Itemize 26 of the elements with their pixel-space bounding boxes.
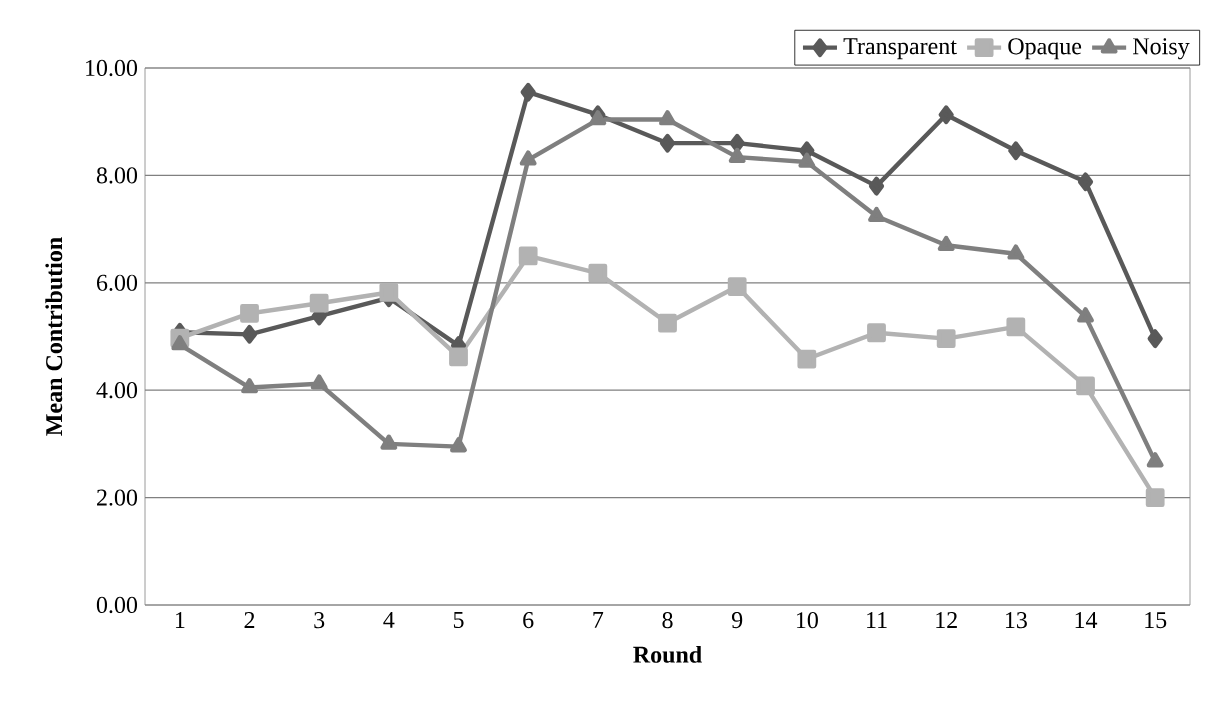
x-tick-label: 10 <box>796 612 818 629</box>
y-tick-label: 10.00 <box>86 59 138 77</box>
x-tick-label: 4 <box>383 612 395 628</box>
x-axis-title: Round <box>633 645 702 663</box>
y-axis-title: Mean Contribution <box>45 237 63 436</box>
x-tick-label: 7 <box>593 612 604 628</box>
x-tick-label: 12 <box>936 612 957 628</box>
x-tick-label: 8 <box>662 612 673 629</box>
x-tick-label: 5 <box>453 612 464 628</box>
y-tick-label: 0.00 <box>96 596 138 614</box>
y-tick-label: 4.00 <box>96 382 138 399</box>
x-tick-label: 6 <box>523 612 534 629</box>
x-tick-label: 2 <box>244 612 255 628</box>
x-tick-label: 14 <box>1075 612 1098 628</box>
x-tick-label: 3 <box>314 612 325 629</box>
y-tick-label: 8.00 <box>96 167 138 184</box>
x-tick-label: 11 <box>867 612 887 628</box>
y-tick-label: 2.00 <box>97 489 138 506</box>
x-tick-label: 15 <box>1145 612 1167 629</box>
x-tick-label: 1 <box>175 612 185 628</box>
y-tick-label: 6.00 <box>96 274 138 291</box>
legend-label: Transparent <box>843 38 957 60</box>
x-tick-label: 13 <box>1005 612 1027 629</box>
legend-label: Opaque <box>1008 38 1082 60</box>
x-tick-label: 9 <box>731 612 743 629</box>
legend-label: Noisy <box>1133 38 1190 60</box>
